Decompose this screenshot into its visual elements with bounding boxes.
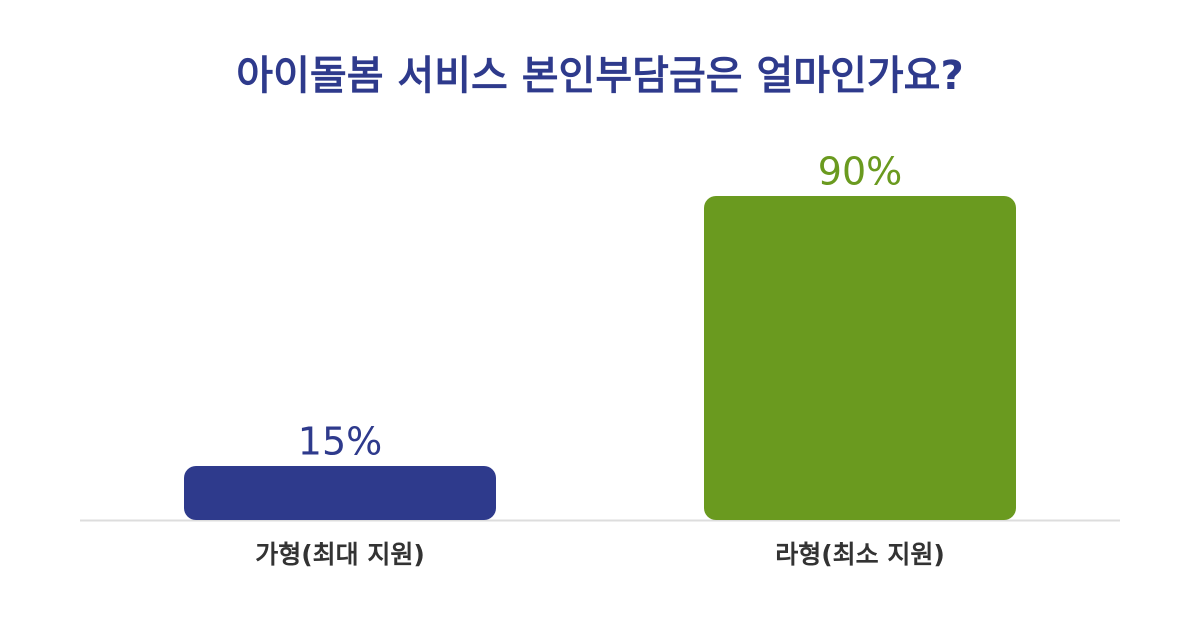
value-label: 15% [298, 420, 382, 464]
bar [704, 196, 1016, 520]
value-label: 90% [818, 150, 902, 194]
chart-title: 아이돌봄 서비스 본인부담금은 얼마인가요? [236, 53, 963, 99]
x-tick-label: 가형(최대 지원) [255, 540, 425, 569]
x-tick-label: 라형(최소 지원) [775, 540, 945, 569]
bar [184, 466, 496, 520]
